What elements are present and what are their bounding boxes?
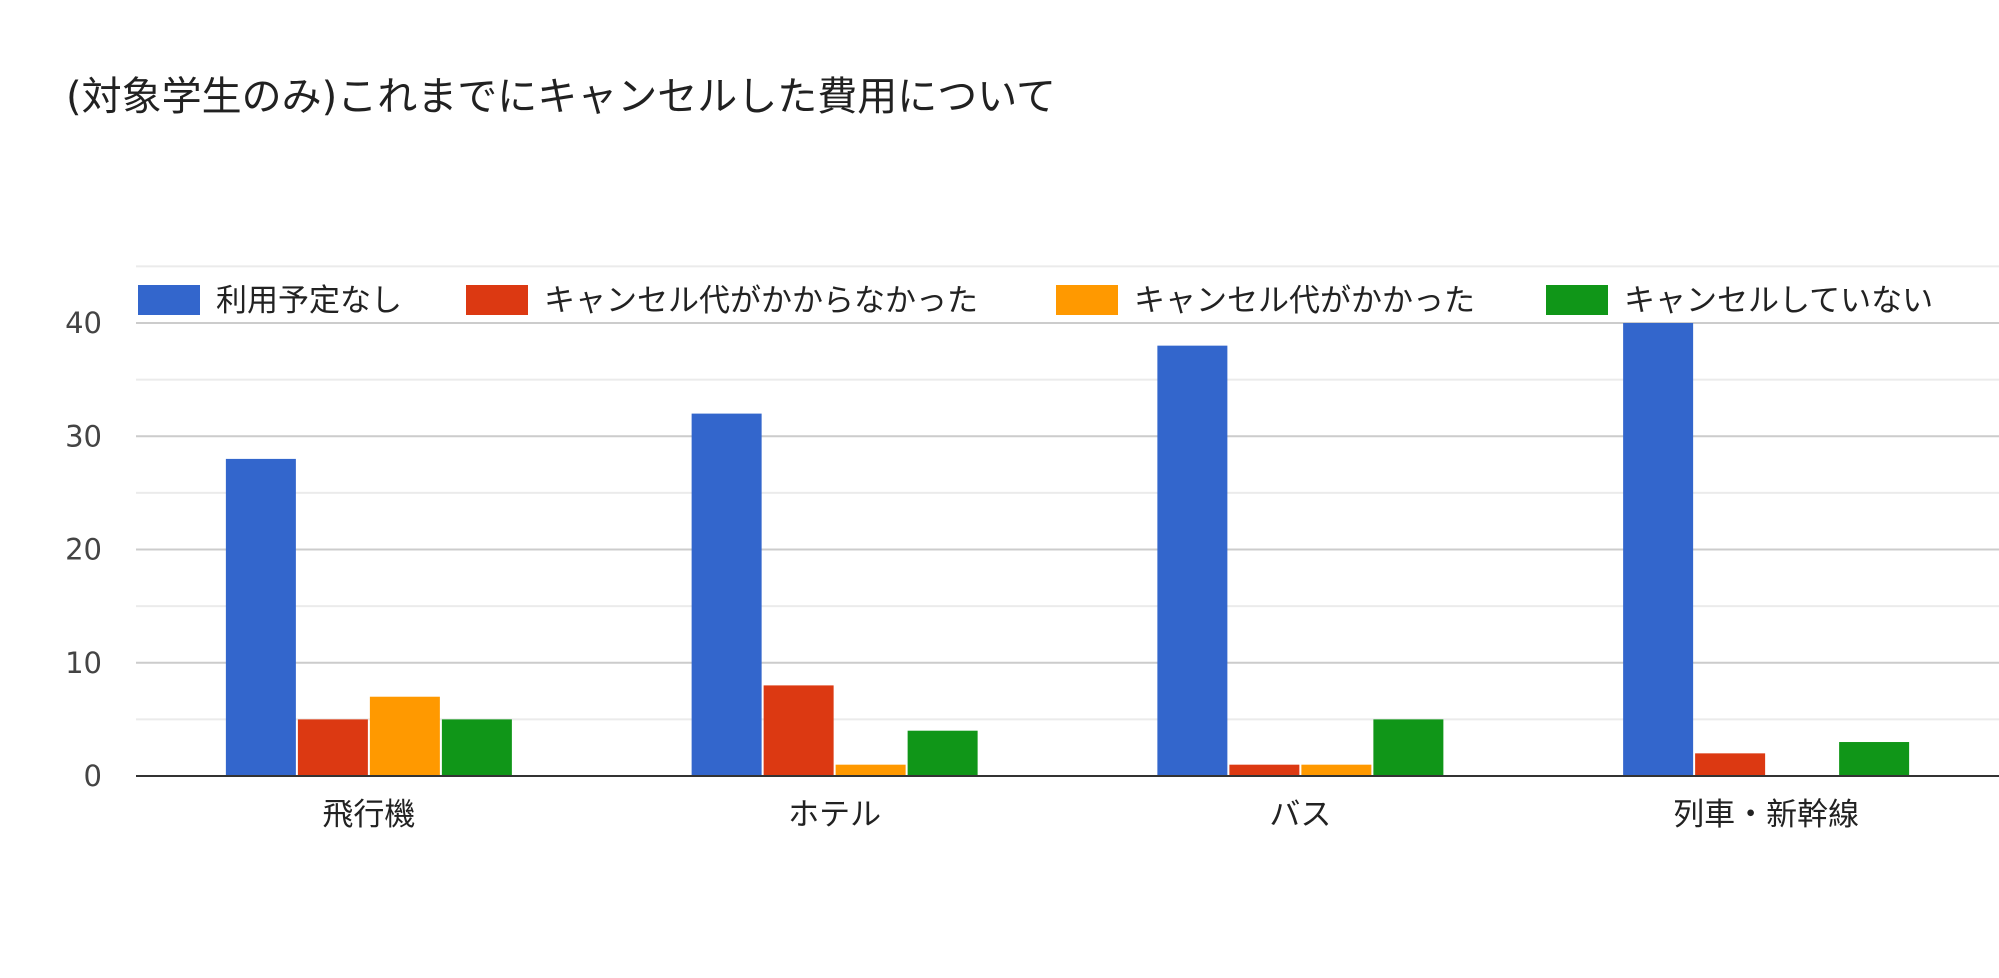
bar: [691, 413, 762, 776]
y-tick-label: 30: [65, 419, 102, 453]
y-tick-label: 20: [65, 533, 102, 567]
bars: [225, 323, 1910, 776]
y-tick-label: 0: [84, 759, 102, 793]
bar: [441, 719, 512, 776]
x-tick-label: 飛行機: [322, 797, 415, 833]
bar: [297, 719, 368, 776]
bar: [763, 685, 834, 776]
x-axis-labels: 飛行機 ホテル バス 列車・新幹線: [322, 797, 1859, 833]
x-tick-label: 列車・新幹線: [1673, 797, 1859, 833]
legend-swatch: [1546, 285, 1608, 315]
x-tick-label: バス: [1269, 797, 1331, 833]
x-tick-label: ホテル: [788, 797, 881, 833]
bar: [1301, 764, 1372, 776]
bar: [835, 764, 906, 776]
legend-swatch: [466, 285, 528, 315]
bar: [1839, 742, 1910, 776]
chart-title: (対象学生のみ)これまでにキャンセルした費用について: [66, 74, 1057, 120]
legend: 利用予定なし キャンセル代がかからなかった キャンセル代がかかった キャンセルしていな…: [138, 283, 1933, 319]
bar: [907, 730, 978, 776]
y-tick-label: 40: [65, 306, 102, 340]
y-axis-ticks: 0 10 20 30 40: [65, 306, 102, 793]
bar: [1623, 323, 1694, 776]
legend-swatch: [138, 285, 200, 315]
bar: [225, 458, 296, 776]
legend-label: キャンセル代がかからなかった: [544, 283, 978, 319]
bar: [1157, 345, 1228, 776]
bar: [1373, 719, 1444, 776]
legend-label: キャンセル代がかかった: [1134, 283, 1475, 319]
legend-swatch: [1056, 285, 1118, 315]
bar: [1695, 753, 1766, 776]
bar: [369, 696, 440, 776]
bar: [1229, 764, 1300, 776]
legend-label: 利用予定なし: [216, 283, 402, 319]
legend-label: キャンセルしていない: [1624, 283, 1933, 319]
gridlines: [136, 265, 1999, 721]
y-tick-label: 10: [65, 646, 102, 680]
